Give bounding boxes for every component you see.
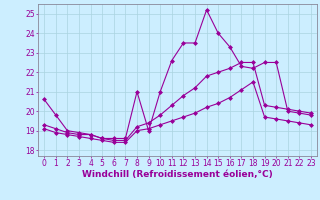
- X-axis label: Windchill (Refroidissement éolien,°C): Windchill (Refroidissement éolien,°C): [82, 170, 273, 179]
